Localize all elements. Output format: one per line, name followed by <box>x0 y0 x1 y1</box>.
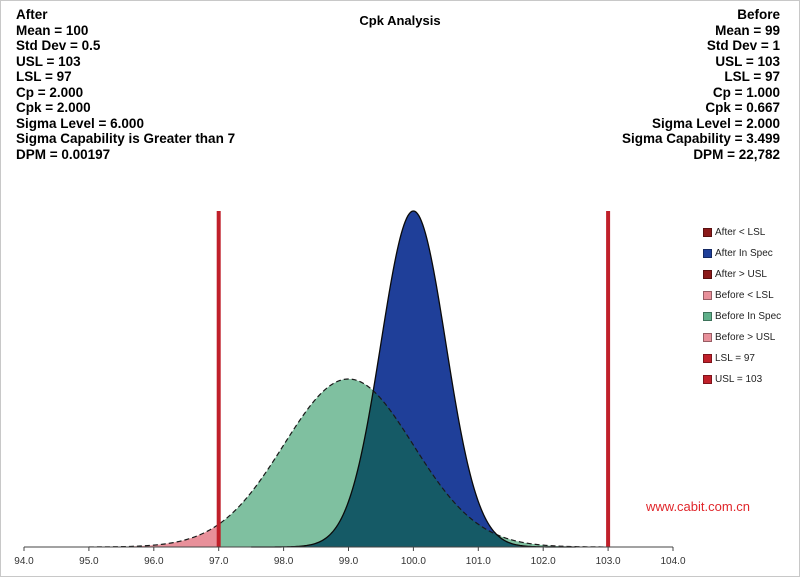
after-stats-block: After Mean = 100 Std Dev = 0.5 USL = 103… <box>16 7 235 162</box>
x-tick-label: 95.0 <box>79 556 99 567</box>
x-tick-label: 101.0 <box>466 556 491 567</box>
after-stat-line: DPM = 0.00197 <box>16 146 111 162</box>
before-stat-line: Cp = 1.000 <box>712 84 780 100</box>
before-stat-line: Before <box>737 7 780 22</box>
legend-label: USL = 103 <box>715 374 763 385</box>
legend-item: After < LSL <box>703 222 781 243</box>
x-tick-label: 96.0 <box>144 556 164 567</box>
legend-swatch <box>703 354 712 363</box>
legend-label: Before > USL <box>715 332 776 343</box>
x-tick-label: 97.0 <box>209 556 229 567</box>
legend-swatch <box>703 312 712 321</box>
before-stat-line: Sigma Capability = 3.499 <box>622 131 780 146</box>
after-stat-line: Cp = 2.000 <box>16 84 84 100</box>
before-stat-line: LSL = 97 <box>724 69 780 84</box>
after-stat-line: After <box>16 7 48 22</box>
after-stat-line: Sigma Level = 6.000 <box>16 115 144 131</box>
legend-label: After > USL <box>715 269 767 280</box>
legend-swatch <box>703 291 712 300</box>
after-in-spec-area <box>251 211 576 547</box>
after-stat-line: Cpk = 2.000 <box>16 100 91 115</box>
x-tick-label: 99.0 <box>339 556 359 567</box>
x-tick-label: 94.0 <box>14 556 34 567</box>
after-stat-line: Mean = 100 <box>16 22 89 38</box>
watermark-text: www.cabit.com.cn <box>646 499 751 514</box>
x-tick-label: 98.0 <box>274 556 294 567</box>
after-stat-line: Std Dev = 0.5 <box>16 38 101 53</box>
before-stat-line: Mean = 99 <box>715 22 780 38</box>
chart-title: Cpk Analysis <box>359 13 441 28</box>
after-stat-line: USL = 103 <box>16 53 81 69</box>
after-stat-line: LSL = 97 <box>16 69 72 84</box>
legend-label: After < LSL <box>715 227 766 238</box>
x-tick-label: 102.0 <box>531 556 556 567</box>
after-stat-line: Sigma Capability is Greater than 7 <box>16 131 236 146</box>
legend-item: Before > USL <box>703 327 781 348</box>
legend-label: After In Spec <box>715 248 773 259</box>
legend-swatch <box>703 270 712 279</box>
x-tick-label: 103.0 <box>596 556 621 567</box>
legend-item: After > USL <box>703 264 781 285</box>
legend-swatch <box>703 333 712 342</box>
after-curve-outline <box>251 210 576 548</box>
x-tick-label: 104.0 <box>660 556 685 567</box>
legend-label: Before In Spec <box>715 311 782 322</box>
overlap-area <box>251 391 609 547</box>
before-below-lsl-area <box>88 524 219 547</box>
legend-item: Before < LSL <box>703 285 781 306</box>
before-stat-line: DPM = 22,782 <box>693 146 780 162</box>
before-stats-block: Before Mean = 99 Std Dev = 1 USL = 103 L… <box>622 7 780 162</box>
before-stat-line: USL = 103 <box>715 53 780 69</box>
before-curve-outline <box>88 378 609 548</box>
legend-label: Before < LSL <box>715 290 774 301</box>
before-stat-line: Sigma Level = 2.000 <box>652 115 780 131</box>
legend-swatch <box>703 375 712 384</box>
legend-item: LSL = 97 <box>703 348 781 369</box>
x-tick-label: 100.0 <box>401 556 426 567</box>
before-stat-line: Std Dev = 1 <box>706 38 780 53</box>
legend-label: LSL = 97 <box>715 353 755 364</box>
before-stat-line: Cpk = 0.667 <box>705 100 780 115</box>
legend-swatch <box>703 249 712 258</box>
chart-legend: After < LSL After In Spec After > USL Befor… <box>703 222 781 390</box>
legend-item: Before In Spec <box>703 306 781 327</box>
legend-item: After In Spec <box>703 243 781 264</box>
legend-item: USL = 103 <box>703 369 781 390</box>
legend-swatch <box>703 228 712 237</box>
